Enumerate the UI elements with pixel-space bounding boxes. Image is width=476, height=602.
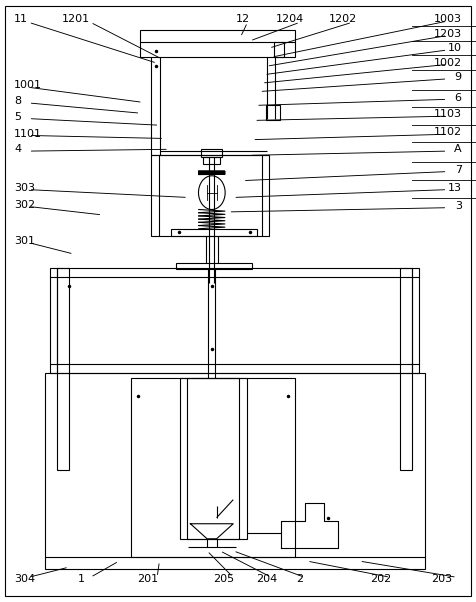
Text: 1201: 1201 [62,14,90,24]
Text: 204: 204 [256,574,277,584]
Text: 2: 2 [297,574,303,584]
Text: 11: 11 [14,14,28,24]
Text: 1103: 1103 [434,110,462,119]
Bar [203,157,220,164]
Bar [201,149,222,157]
Bar [400,268,412,470]
Text: 1203: 1203 [434,29,462,39]
Bar [187,378,239,539]
Bar [176,263,252,269]
Text: A: A [454,144,462,154]
Bar [180,378,247,539]
Bar [50,268,419,373]
Text: 12: 12 [236,14,250,24]
Text: 1001: 1001 [14,81,42,90]
Text: 303: 303 [14,183,35,193]
Text: 8: 8 [14,96,21,106]
Bar [266,105,280,120]
Text: 9: 9 [455,72,462,82]
Text: 1003: 1003 [434,14,462,24]
Text: 6: 6 [455,93,462,102]
Text: 13: 13 [448,183,462,193]
Text: 301: 301 [14,236,35,246]
Text: 3: 3 [455,201,462,211]
Text: 1002: 1002 [434,58,462,67]
Text: 7: 7 [455,165,462,175]
Bar [57,268,69,470]
Text: 4: 4 [14,144,21,154]
Text: 201: 201 [137,574,158,584]
Text: 5: 5 [14,112,21,122]
Text: 1202: 1202 [328,14,357,24]
Bar [151,155,269,236]
Text: 202: 202 [370,574,391,584]
Text: 1204: 1204 [276,14,305,24]
Text: 1102: 1102 [434,128,462,137]
Text: 1101: 1101 [14,129,42,138]
Text: 304: 304 [14,574,35,584]
Bar [131,378,295,557]
Bar [171,229,257,236]
Bar [274,42,284,57]
Text: 302: 302 [14,200,35,209]
Text: 203: 203 [431,574,452,584]
Bar [45,373,425,569]
Text: 1: 1 [78,574,84,584]
Text: 10: 10 [448,43,462,53]
Bar [140,30,295,57]
Text: 205: 205 [213,574,234,584]
